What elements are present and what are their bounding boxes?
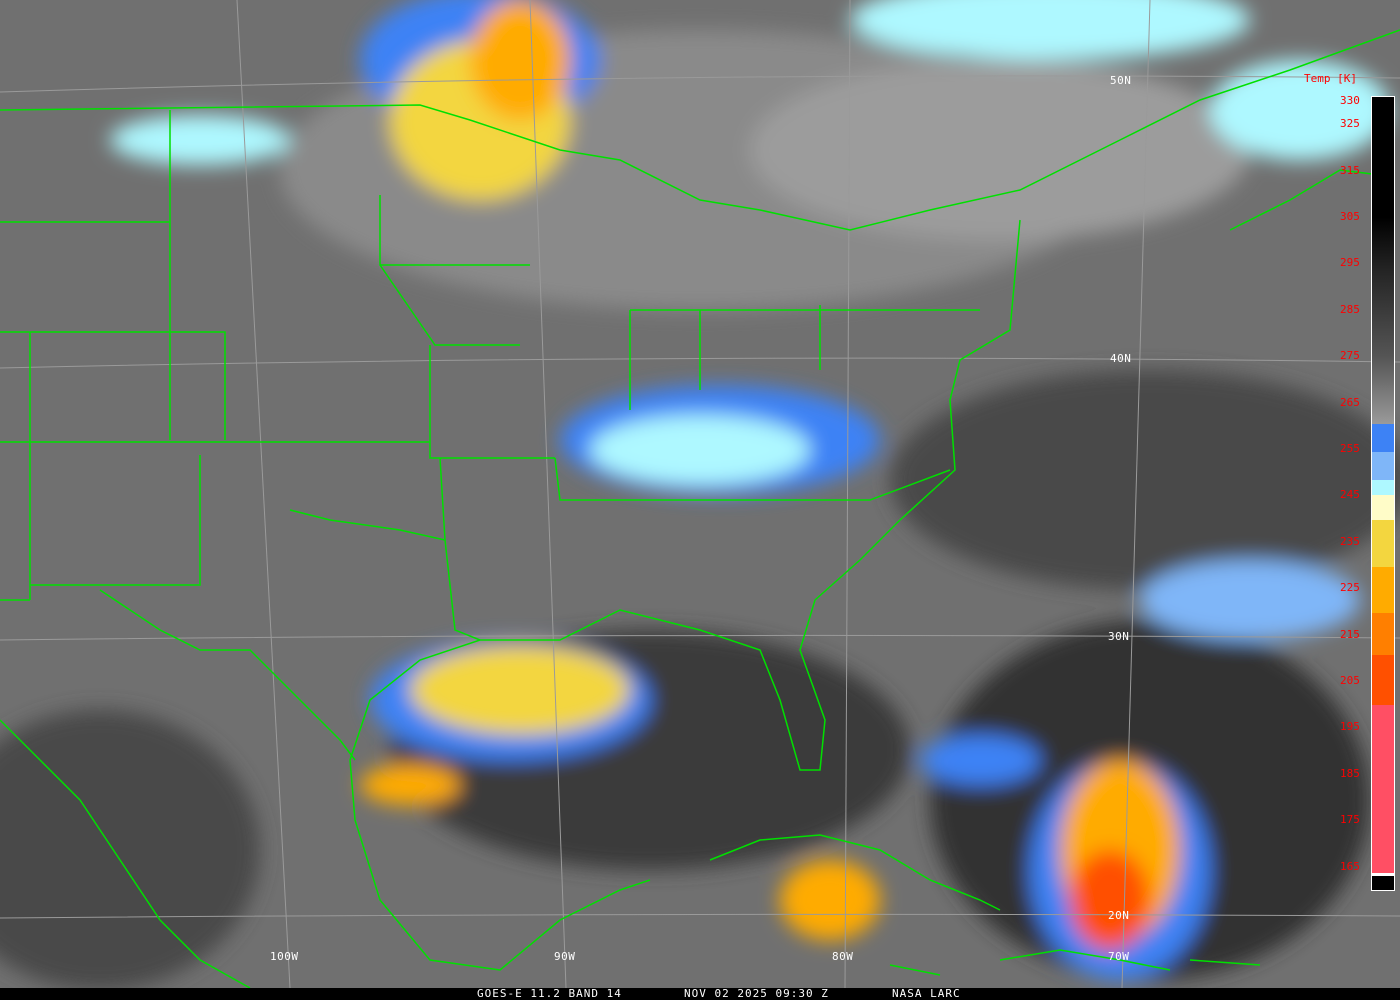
latitude-label: 40N — [1110, 352, 1132, 365]
colorbar-tick-label: 175 — [1340, 813, 1360, 827]
colorbar-tick-label: 255 — [1340, 442, 1360, 455]
colorbar-tick-label: 265 — [1340, 395, 1360, 409]
colorbar-tick-label: 275 — [1340, 349, 1360, 363]
longitude-label: 70W — [1108, 950, 1130, 963]
colorbar-tick-label: 330 — [1340, 94, 1360, 107]
colorbar-tick-label: 305 — [1340, 210, 1360, 223]
datetime-label: NOV 02 2025 09:30 Z — [684, 987, 829, 1000]
image-caption: GOES-E 11.2 BAND 14 NOV 02 2025 09:30 Z … — [0, 988, 1400, 1000]
colorbar-tick-label: 285 — [1340, 302, 1360, 316]
colorbar-tick-label: 235 — [1340, 534, 1360, 548]
colorbar-tick-label: 245 — [1340, 488, 1360, 502]
legend-title: Temp [K] — [1304, 72, 1357, 85]
latitude-label: 30N — [1108, 630, 1130, 643]
latitude-label: 50N — [1110, 74, 1132, 87]
product-label: GOES-E 11.2 BAND 14 — [477, 987, 622, 1000]
colorbar-tick-label: 165 — [1340, 859, 1360, 873]
colorbar-tick-label: 195 — [1340, 720, 1360, 734]
political-boundaries — [0, 29, 1400, 988]
longitude-label: 80W — [832, 950, 854, 963]
colorbar-tick-label: 315 — [1340, 163, 1360, 177]
colorbar-tick-label: 295 — [1340, 256, 1360, 270]
source-label: NASA LARC — [892, 987, 961, 1000]
longitude-label: 90W — [554, 950, 576, 963]
colorbar-tick-label: 225 — [1340, 581, 1360, 595]
longitude-label: 100W — [270, 950, 299, 963]
colorbar-tick-label: 185 — [1340, 766, 1360, 780]
colorbar-tick-label: 215 — [1340, 627, 1360, 641]
latitude-label: 20N — [1108, 909, 1130, 922]
colorbar-tick-label: 205 — [1340, 674, 1360, 687]
colorbar-tick-label: 325 — [1340, 117, 1360, 131]
temperature-colorbar — [1371, 96, 1395, 891]
